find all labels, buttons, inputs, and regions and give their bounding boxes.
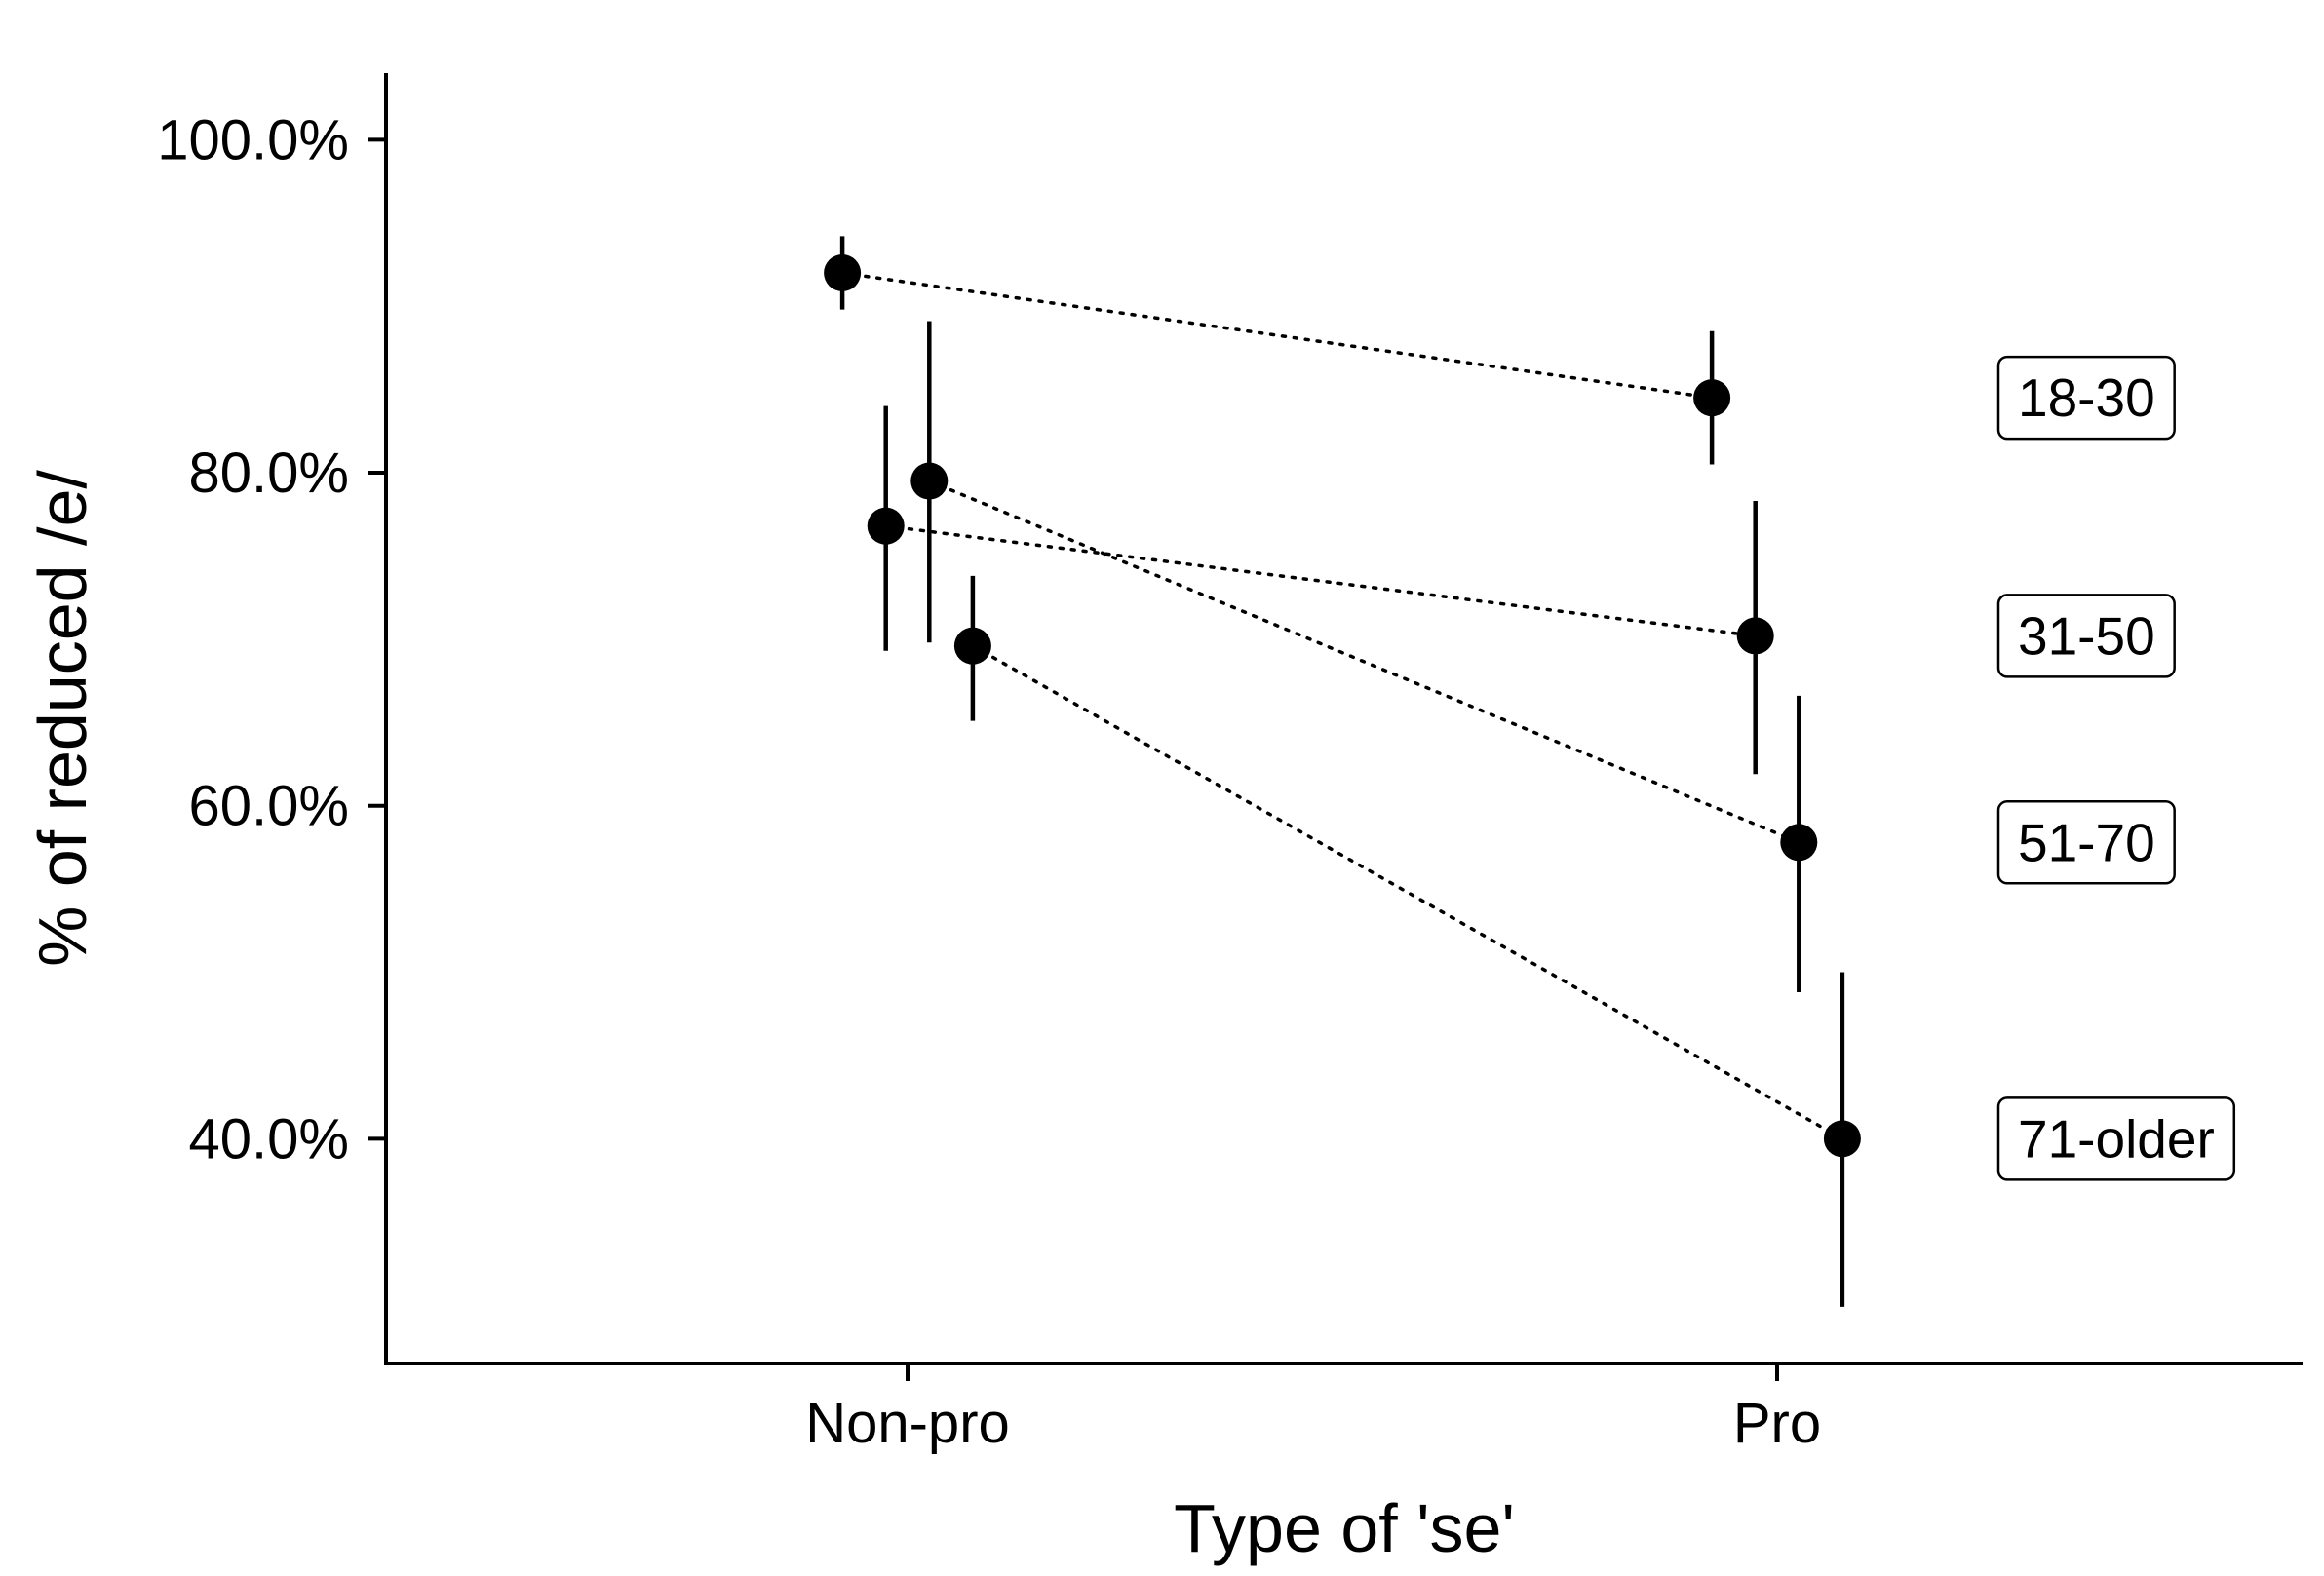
group-label-box [1996, 1096, 2236, 1181]
y-tick-label: 40.0% [189, 1107, 349, 1171]
x-ticks: Non-pro Pro [805, 1364, 1821, 1455]
connector-line-71-older [971, 643, 1844, 1141]
data-point-18-30 [824, 254, 862, 292]
group-label-box [1996, 355, 2176, 441]
group-label-text: 51-70 [2018, 812, 2155, 872]
group-label-text: 31-50 [2018, 605, 2155, 666]
data-point-31-50 [867, 507, 905, 545]
data-point-18-30 [1693, 379, 1731, 417]
y-ticks: 40.0% 60.0% 80.0% 100.0% [157, 108, 386, 1171]
connector-line-31-50 [883, 523, 1758, 638]
axes [384, 73, 2303, 1365]
group-label-51-70: 51-70 [1996, 800, 2176, 885]
group-label-18-30: 18-30 [1996, 355, 2176, 441]
x-axis-title: Type of 'se' [1174, 1490, 1515, 1566]
data-point-71-older [1823, 1120, 1861, 1158]
group-labels: 18-30 31-50 51-70 71-older [1996, 355, 2236, 1181]
group-label-box [1996, 800, 2176, 885]
connector-lines [840, 271, 1844, 1141]
data-point-51-70 [1780, 824, 1818, 862]
x-tick-label: Non-pro [805, 1392, 1010, 1455]
connector-line-51-70 [927, 479, 1801, 845]
error-bars [839, 236, 1845, 1307]
group-label-text: 18-30 [2018, 367, 2155, 428]
y-axis-title: % of reduced /e/ [24, 470, 100, 967]
group-label-31-50: 31-50 [1996, 594, 2176, 678]
data-point-51-70 [910, 462, 949, 500]
connector-line-18-30 [840, 271, 1714, 400]
data-point-71-older [953, 627, 991, 665]
data-point-31-50 [1736, 617, 1774, 655]
y-tick-label: 60.0% [189, 775, 349, 838]
x-tick-label: Pro [1733, 1392, 1821, 1455]
y-tick-label: 100.0% [157, 108, 349, 172]
group-label-text: 71-older [2018, 1108, 2215, 1169]
data-points [824, 254, 1861, 1158]
y-tick-label: 80.0% [189, 442, 349, 505]
group-label-71-older: 71-older [1996, 1096, 2236, 1181]
group-label-box [1996, 594, 2176, 678]
